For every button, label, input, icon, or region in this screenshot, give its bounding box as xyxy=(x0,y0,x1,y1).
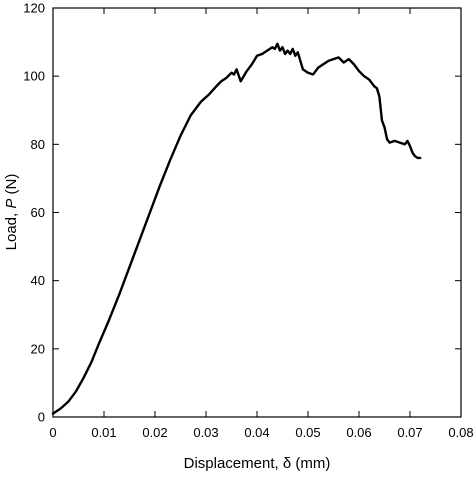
y-axis-title-suffix: (N) xyxy=(3,174,20,199)
plot-frame xyxy=(52,7,462,418)
x-axis-title-suffix: (mm) xyxy=(291,455,330,472)
y-tick-label: 120 xyxy=(23,1,45,16)
x-axis-title: Displacement, δ (mm) xyxy=(184,455,331,472)
series-line-0 xyxy=(51,42,422,415)
x-tick-label: 0.05 xyxy=(295,425,320,440)
series-layer xyxy=(51,42,422,415)
x-tick-label: 0.07 xyxy=(397,425,422,440)
x-tick-label: 0.06 xyxy=(346,425,371,440)
y-tick-label: 20 xyxy=(31,341,45,356)
x-tick-label: 0 xyxy=(49,425,56,440)
y-tick-label: 40 xyxy=(31,273,45,288)
x-axis-title-prefix: Displacement, xyxy=(184,455,283,472)
x-tick-label: 0.08 xyxy=(448,425,473,440)
y-axis-title-symbol: P xyxy=(3,199,20,209)
x-tick-label: 0.01 xyxy=(91,425,116,440)
x-axis-title-symbol: δ xyxy=(283,455,291,472)
y-tick-label: 60 xyxy=(31,205,45,220)
x-tick-label: 0.03 xyxy=(193,425,218,440)
ticks-layer xyxy=(52,7,462,418)
y-tick-label: 100 xyxy=(23,69,45,84)
y-axis-title-prefix: Load, xyxy=(3,209,20,251)
tick-labels-layer: 0 0.01 0.02 0.03 0.04 0.05 0.06 0.07 0.08 0 20 40 60… xyxy=(23,1,473,441)
x-tick-label: 0.04 xyxy=(244,425,269,440)
y-tick-label: 80 xyxy=(31,137,45,152)
y-axis-title: Load, P (N) xyxy=(3,174,20,251)
y-tick-label: 0 xyxy=(38,410,45,425)
x-tick-label: 0.02 xyxy=(142,425,167,440)
